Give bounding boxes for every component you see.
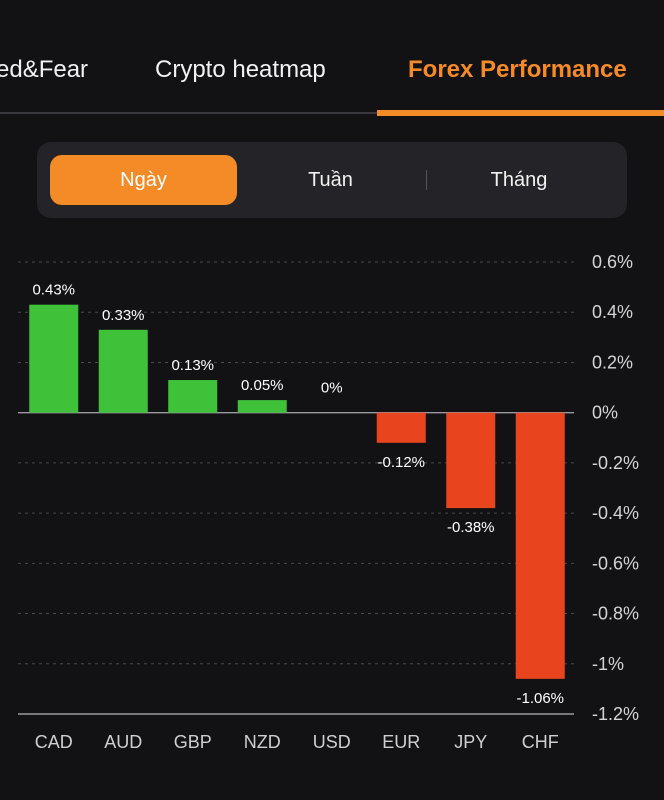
period-week-button[interactable]: Tuần: [308, 169, 353, 191]
x-tick-label: CAD: [35, 732, 73, 752]
y-tick-label: -0.8%: [592, 604, 639, 624]
y-tick-label: 0.6%: [592, 252, 633, 272]
y-tick-label: 0.2%: [592, 352, 633, 372]
tab-bar: ed&Fear Crypto heatmap Forex Performance: [0, 0, 664, 116]
y-tick-label: 0%: [592, 403, 618, 423]
tab-fear-greed[interactable]: ed&Fear: [0, 56, 89, 83]
tab-forex-performance[interactable]: Forex Performance: [408, 56, 627, 83]
y-tick-label: -1.2%: [592, 704, 639, 724]
data-label: 0%: [321, 380, 343, 397]
bar-eur: [376, 412, 426, 443]
x-tick-label: JPY: [454, 732, 487, 752]
bar-aud: [98, 329, 148, 413]
bar-jpy: [446, 412, 496, 509]
y-tick-label: -0.4%: [592, 503, 639, 523]
active-tab-indicator: [377, 110, 664, 116]
y-tick-label: -0.6%: [592, 553, 639, 573]
x-tick-label: CHF: [522, 732, 559, 752]
bar-nzd: [237, 400, 287, 413]
bar-chf: [515, 412, 565, 679]
data-label: 0.33%: [102, 307, 145, 324]
data-label: -0.12%: [377, 454, 425, 471]
forex-performance-chart: 0.6% 0.4% 0.2% 0% -0.2% -0.4% -0.6% -0.8% -1% -1.…: [18, 252, 639, 752]
x-tick-label: AUD: [104, 732, 142, 752]
data-label: 0.05%: [241, 377, 284, 394]
y-tick-label: -1%: [592, 654, 624, 674]
data-label: -0.38%: [447, 519, 495, 536]
period-divider: [426, 170, 427, 190]
x-tick-label: EUR: [382, 732, 420, 752]
period-month-button[interactable]: Tháng: [490, 169, 548, 191]
bar-cad: [29, 304, 79, 413]
period-selector: Ngày Tuần Tháng: [37, 142, 627, 218]
tab-crypto-heatmap[interactable]: Crypto heatmap: [155, 56, 326, 83]
x-tick-label: USD: [313, 732, 351, 752]
data-label: -1.06%: [516, 690, 564, 707]
period-day-button[interactable]: Ngày: [50, 155, 237, 205]
tab-bar-divider: [0, 112, 664, 114]
y-tick-label: -0.2%: [592, 453, 639, 473]
bar-gbp: [168, 380, 218, 413]
x-tick-label: NZD: [244, 732, 281, 752]
data-label: 0.43%: [32, 282, 75, 299]
x-tick-label: GBP: [174, 732, 212, 752]
data-label: 0.13%: [171, 357, 214, 374]
y-tick-label: 0.4%: [592, 302, 633, 322]
